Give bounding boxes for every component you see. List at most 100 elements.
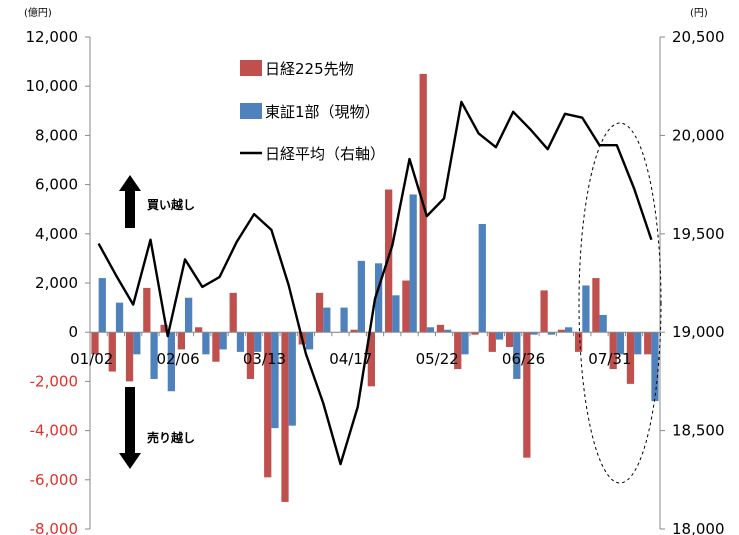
left-tick-label: 10,000 xyxy=(26,77,79,95)
cash-bar xyxy=(547,332,555,335)
cash-bar xyxy=(461,332,469,355)
left-tick-label: 0 xyxy=(68,323,78,341)
cash-bar xyxy=(288,332,296,426)
buy-annotation: 買い越し xyxy=(119,175,195,228)
futures-bar xyxy=(315,292,324,333)
right-axis-unit: (円) xyxy=(690,8,708,19)
futures-bar xyxy=(523,332,531,458)
left-tick-label: 8,000 xyxy=(35,126,78,144)
cash-bar xyxy=(513,332,521,379)
left-tick-label: 4,000 xyxy=(35,225,78,243)
futures-bar xyxy=(575,332,583,352)
cash-bar xyxy=(478,223,486,333)
right-tick-label: 20,500 xyxy=(672,28,725,46)
futures-bar xyxy=(385,189,393,333)
x-axis-ticks xyxy=(89,332,661,337)
futures-bar xyxy=(557,329,565,333)
futures-bar xyxy=(281,332,289,502)
futures-bar xyxy=(143,287,151,333)
cash-bar xyxy=(98,278,106,333)
right-tick-label: 20,000 xyxy=(672,126,725,144)
futures-bar xyxy=(195,327,203,333)
right-tick-label: 18,500 xyxy=(672,422,725,440)
cash-bar xyxy=(305,332,314,350)
cash-bar xyxy=(254,332,262,352)
legend-label-nikkei: 日経平均（右軸） xyxy=(265,145,385,163)
right-tick-label: 19,000 xyxy=(672,323,725,341)
cash-bar xyxy=(133,332,141,355)
cash-bar xyxy=(634,332,642,355)
category-label: 02/06 xyxy=(156,350,199,368)
left-axis-unit: (億円) xyxy=(24,6,52,19)
cash-bar xyxy=(616,332,625,355)
futures-bar xyxy=(212,332,220,362)
futures-bar xyxy=(488,332,496,352)
category-label: 04/17 xyxy=(329,350,372,368)
left-tick-label: -2,000 xyxy=(30,372,78,390)
bar-series xyxy=(91,73,659,502)
futures-bar xyxy=(436,324,445,333)
futures-bar xyxy=(177,332,185,350)
up-arrow-icon xyxy=(119,175,141,228)
futures-bar xyxy=(160,324,168,333)
cash-bar xyxy=(565,327,573,333)
cash-bar xyxy=(150,332,158,379)
futures-bar xyxy=(367,332,375,387)
cash-bar xyxy=(426,327,435,333)
cash-bar xyxy=(185,297,193,333)
legend-swatch-cash xyxy=(240,103,262,119)
category-label: 07/31 xyxy=(588,350,631,368)
left-tick-label: -8,000 xyxy=(30,520,78,535)
nikkei-average-line xyxy=(97,100,653,466)
down-arrow-icon xyxy=(119,387,141,469)
cash-bar xyxy=(599,314,607,333)
cash-bar xyxy=(271,332,279,429)
legend-label-cash: 東証1部（現物） xyxy=(265,103,380,121)
left-axis-ticks: 12,000 10,000 8,000 6,000 4,000 2,000 0 -2,000 -… xyxy=(26,28,90,535)
cash-bar xyxy=(495,332,504,340)
cash-bar xyxy=(530,332,538,335)
legend: 日経225先物 東証1部（現物） 日経平均（右軸） xyxy=(240,60,385,163)
left-tick-label: -4,000 xyxy=(30,422,78,440)
cash-bar xyxy=(444,329,452,333)
futures-bar xyxy=(229,292,237,333)
category-label: 01/02 xyxy=(70,350,113,368)
left-tick-label: 2,000 xyxy=(35,274,78,292)
futures-bar xyxy=(402,280,410,333)
futures-bar xyxy=(644,332,652,355)
legend-swatch-futures xyxy=(240,60,262,76)
buy-label: 買い越し xyxy=(147,197,195,212)
right-axis-ticks: 20,500 20,000 19,500 19,000 18,500 18,000 xyxy=(660,28,725,535)
left-tick-label: 12,000 xyxy=(26,28,79,46)
left-tick-label: 6,000 xyxy=(35,176,78,194)
category-label: 06/26 xyxy=(502,350,545,368)
category-label: 05/22 xyxy=(416,350,459,368)
category-labels: 01/02 02/06 03/13 04/17 05/22 06/26 07/31 xyxy=(70,350,631,368)
futures-bar xyxy=(505,332,514,347)
futures-bar xyxy=(350,329,358,333)
legend-label-futures: 日経225先物 xyxy=(265,60,354,78)
left-tick-label: -6,000 xyxy=(30,471,78,489)
futures-bar xyxy=(108,332,116,372)
futures-bar xyxy=(264,332,272,478)
futures-bar xyxy=(592,278,600,333)
cash-bar xyxy=(323,307,331,333)
highlight-ellipse xyxy=(578,122,662,484)
cash-bar xyxy=(651,332,659,402)
futures-bar xyxy=(246,332,255,379)
futures-bar xyxy=(540,290,548,333)
futures-bar xyxy=(454,332,462,370)
futures-bar xyxy=(91,332,99,355)
cash-bar xyxy=(236,332,245,352)
category-label: 03/13 xyxy=(243,350,286,368)
right-tick-label: 18,000 xyxy=(672,520,725,535)
cash-bar xyxy=(375,263,383,333)
sell-annotation: 売り越し xyxy=(119,387,195,469)
cash-bar xyxy=(409,194,417,333)
futures-bar xyxy=(626,332,635,384)
cash-bar xyxy=(340,307,348,333)
cash-bar xyxy=(115,302,124,333)
cash-bar xyxy=(167,332,175,392)
cash-bar xyxy=(219,332,227,350)
